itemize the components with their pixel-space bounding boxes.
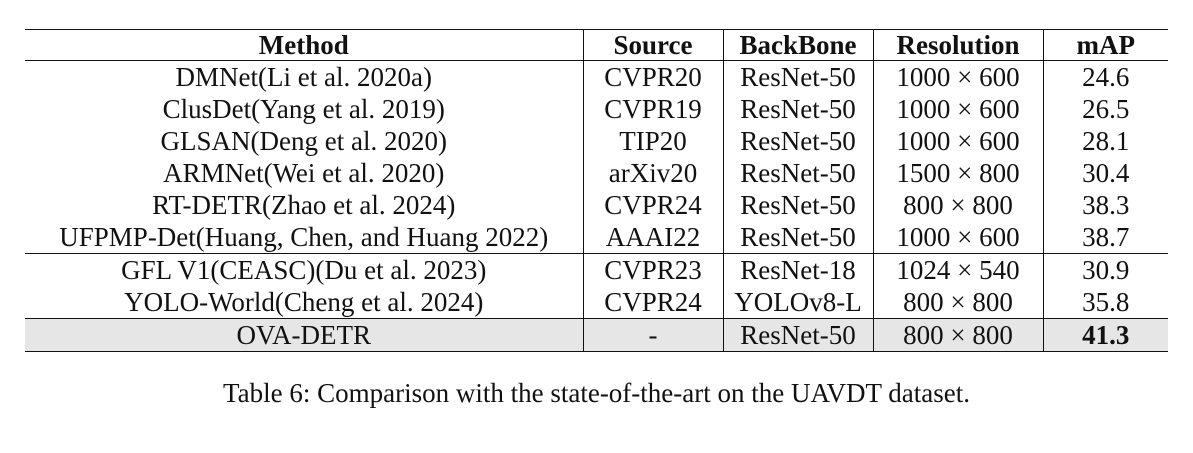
- table-row: YOLO-World(Cheng et al. 2024) CVPR24 YOL…: [25, 286, 1168, 319]
- cell-backbone: ResNet-50: [722, 157, 873, 189]
- table-header-row: Method Source BackBone Resolution mAP: [25, 29, 1168, 61]
- cell-map: 28.1: [1042, 125, 1168, 157]
- table-row: GLSAN(Deng et al. 2020) TIP20 ResNet-50 …: [25, 125, 1168, 157]
- cell-method: GLSAN(Deng et al. 2020): [160, 125, 447, 156]
- cell-map: 30.9: [1042, 253, 1168, 286]
- results-table-container: Method Source BackBone Resolution mAP DM…: [25, 29, 1168, 352]
- cell-method: GFL V1(CEASC)(Du et al. 2023): [25, 253, 583, 286]
- cell-map: 26.5: [1042, 93, 1168, 125]
- cell-backbone: ResNet-18: [722, 253, 873, 286]
- cell-source: CVPR23: [582, 253, 723, 286]
- cell-map: 38.7: [1042, 221, 1168, 254]
- table-row: ARMNet(Wei et al. 2020) arXiv20 ResNet-5…: [25, 157, 1168, 189]
- cell-method: YOLO-World(Cheng et al. 2024): [124, 286, 484, 317]
- cell-method: ARMNet(Wei et al. 2020): [163, 157, 445, 188]
- cell-resolution: 800 × 800: [872, 318, 1043, 352]
- cell-map: 30.4: [1042, 157, 1168, 189]
- header-resolution: Resolution: [872, 29, 1043, 61]
- cell-source: arXiv20: [582, 157, 723, 189]
- cell-source: AAAI22: [582, 221, 723, 254]
- cell-method: DMNet(Li et al. 2020a): [175, 61, 432, 92]
- cell-map: 38.3: [1042, 189, 1168, 221]
- cell-backbone: ResNet-50: [722, 60, 873, 93]
- table-row: UFPMP-Det(Huang, Chen, and Huang 2022) A…: [25, 221, 1168, 254]
- header-method: Method: [25, 29, 583, 61]
- cell-resolution: 1000 × 600: [872, 93, 1043, 125]
- cell-resolution: 800 × 800: [872, 189, 1043, 221]
- cell-method: OVA-DETR: [25, 318, 583, 352]
- cell-backbone: ResNet-50: [722, 125, 873, 157]
- table-row: GFL V1(CEASC)(Du et al. 2023) CVPR23 Res…: [25, 253, 1168, 286]
- cell-backbone: ResNet-50: [722, 93, 873, 125]
- cell-method: RT-DETR(Zhao et al. 2024): [152, 189, 456, 220]
- cell-source: TIP20: [582, 125, 723, 157]
- cell-map-best: 41.3: [1042, 318, 1168, 352]
- cell-map: 35.8: [1042, 286, 1168, 319]
- cell-resolution: 1500 × 800: [872, 157, 1043, 189]
- cell-map: 24.6: [1042, 60, 1168, 93]
- table-row-highlighted: OVA-DETR - ResNet-50 800 × 800 41.3: [25, 318, 1168, 352]
- cell-source: CVPR20: [582, 60, 723, 93]
- cell-backbone: YOLOv8-L: [722, 286, 873, 319]
- cell-source: CVPR24: [582, 286, 723, 319]
- cell-source: -: [582, 318, 723, 352]
- cell-method: ClusDet(Yang et al. 2019): [162, 93, 445, 124]
- table-row: ClusDet(Yang et al. 2019) CVPR19 ResNet-…: [25, 93, 1168, 125]
- cell-method: UFPMP-Det(Huang, Chen, and Huang 2022): [59, 221, 549, 252]
- header-source: Source: [582, 29, 723, 61]
- cell-resolution: 800 × 800: [872, 286, 1043, 319]
- cell-source: CVPR24: [582, 189, 723, 221]
- cell-resolution: 1000 × 600: [872, 221, 1043, 254]
- header-backbone: BackBone: [722, 29, 873, 61]
- comparison-table: Method Source BackBone Resolution mAP DM…: [25, 29, 1168, 352]
- table-row: RT-DETR(Zhao et al. 2024) CVPR24 ResNet-…: [25, 189, 1168, 221]
- cell-backbone: ResNet-50: [722, 318, 873, 352]
- header-map: mAP: [1042, 29, 1168, 61]
- cell-source: CVPR19: [582, 93, 723, 125]
- table-row: DMNet(Li et al. 2020a) CVPR20 ResNet-50 …: [25, 60, 1168, 93]
- cell-resolution: 1000 × 600: [872, 125, 1043, 157]
- cell-resolution: 1000 × 600: [872, 60, 1043, 93]
- table-caption: Table 6: Comparison with the state-of-th…: [223, 378, 970, 408]
- cell-resolution: 1024 × 540: [872, 253, 1043, 286]
- cell-backbone: ResNet-50: [722, 221, 873, 254]
- cell-backbone: ResNet-50: [722, 189, 873, 221]
